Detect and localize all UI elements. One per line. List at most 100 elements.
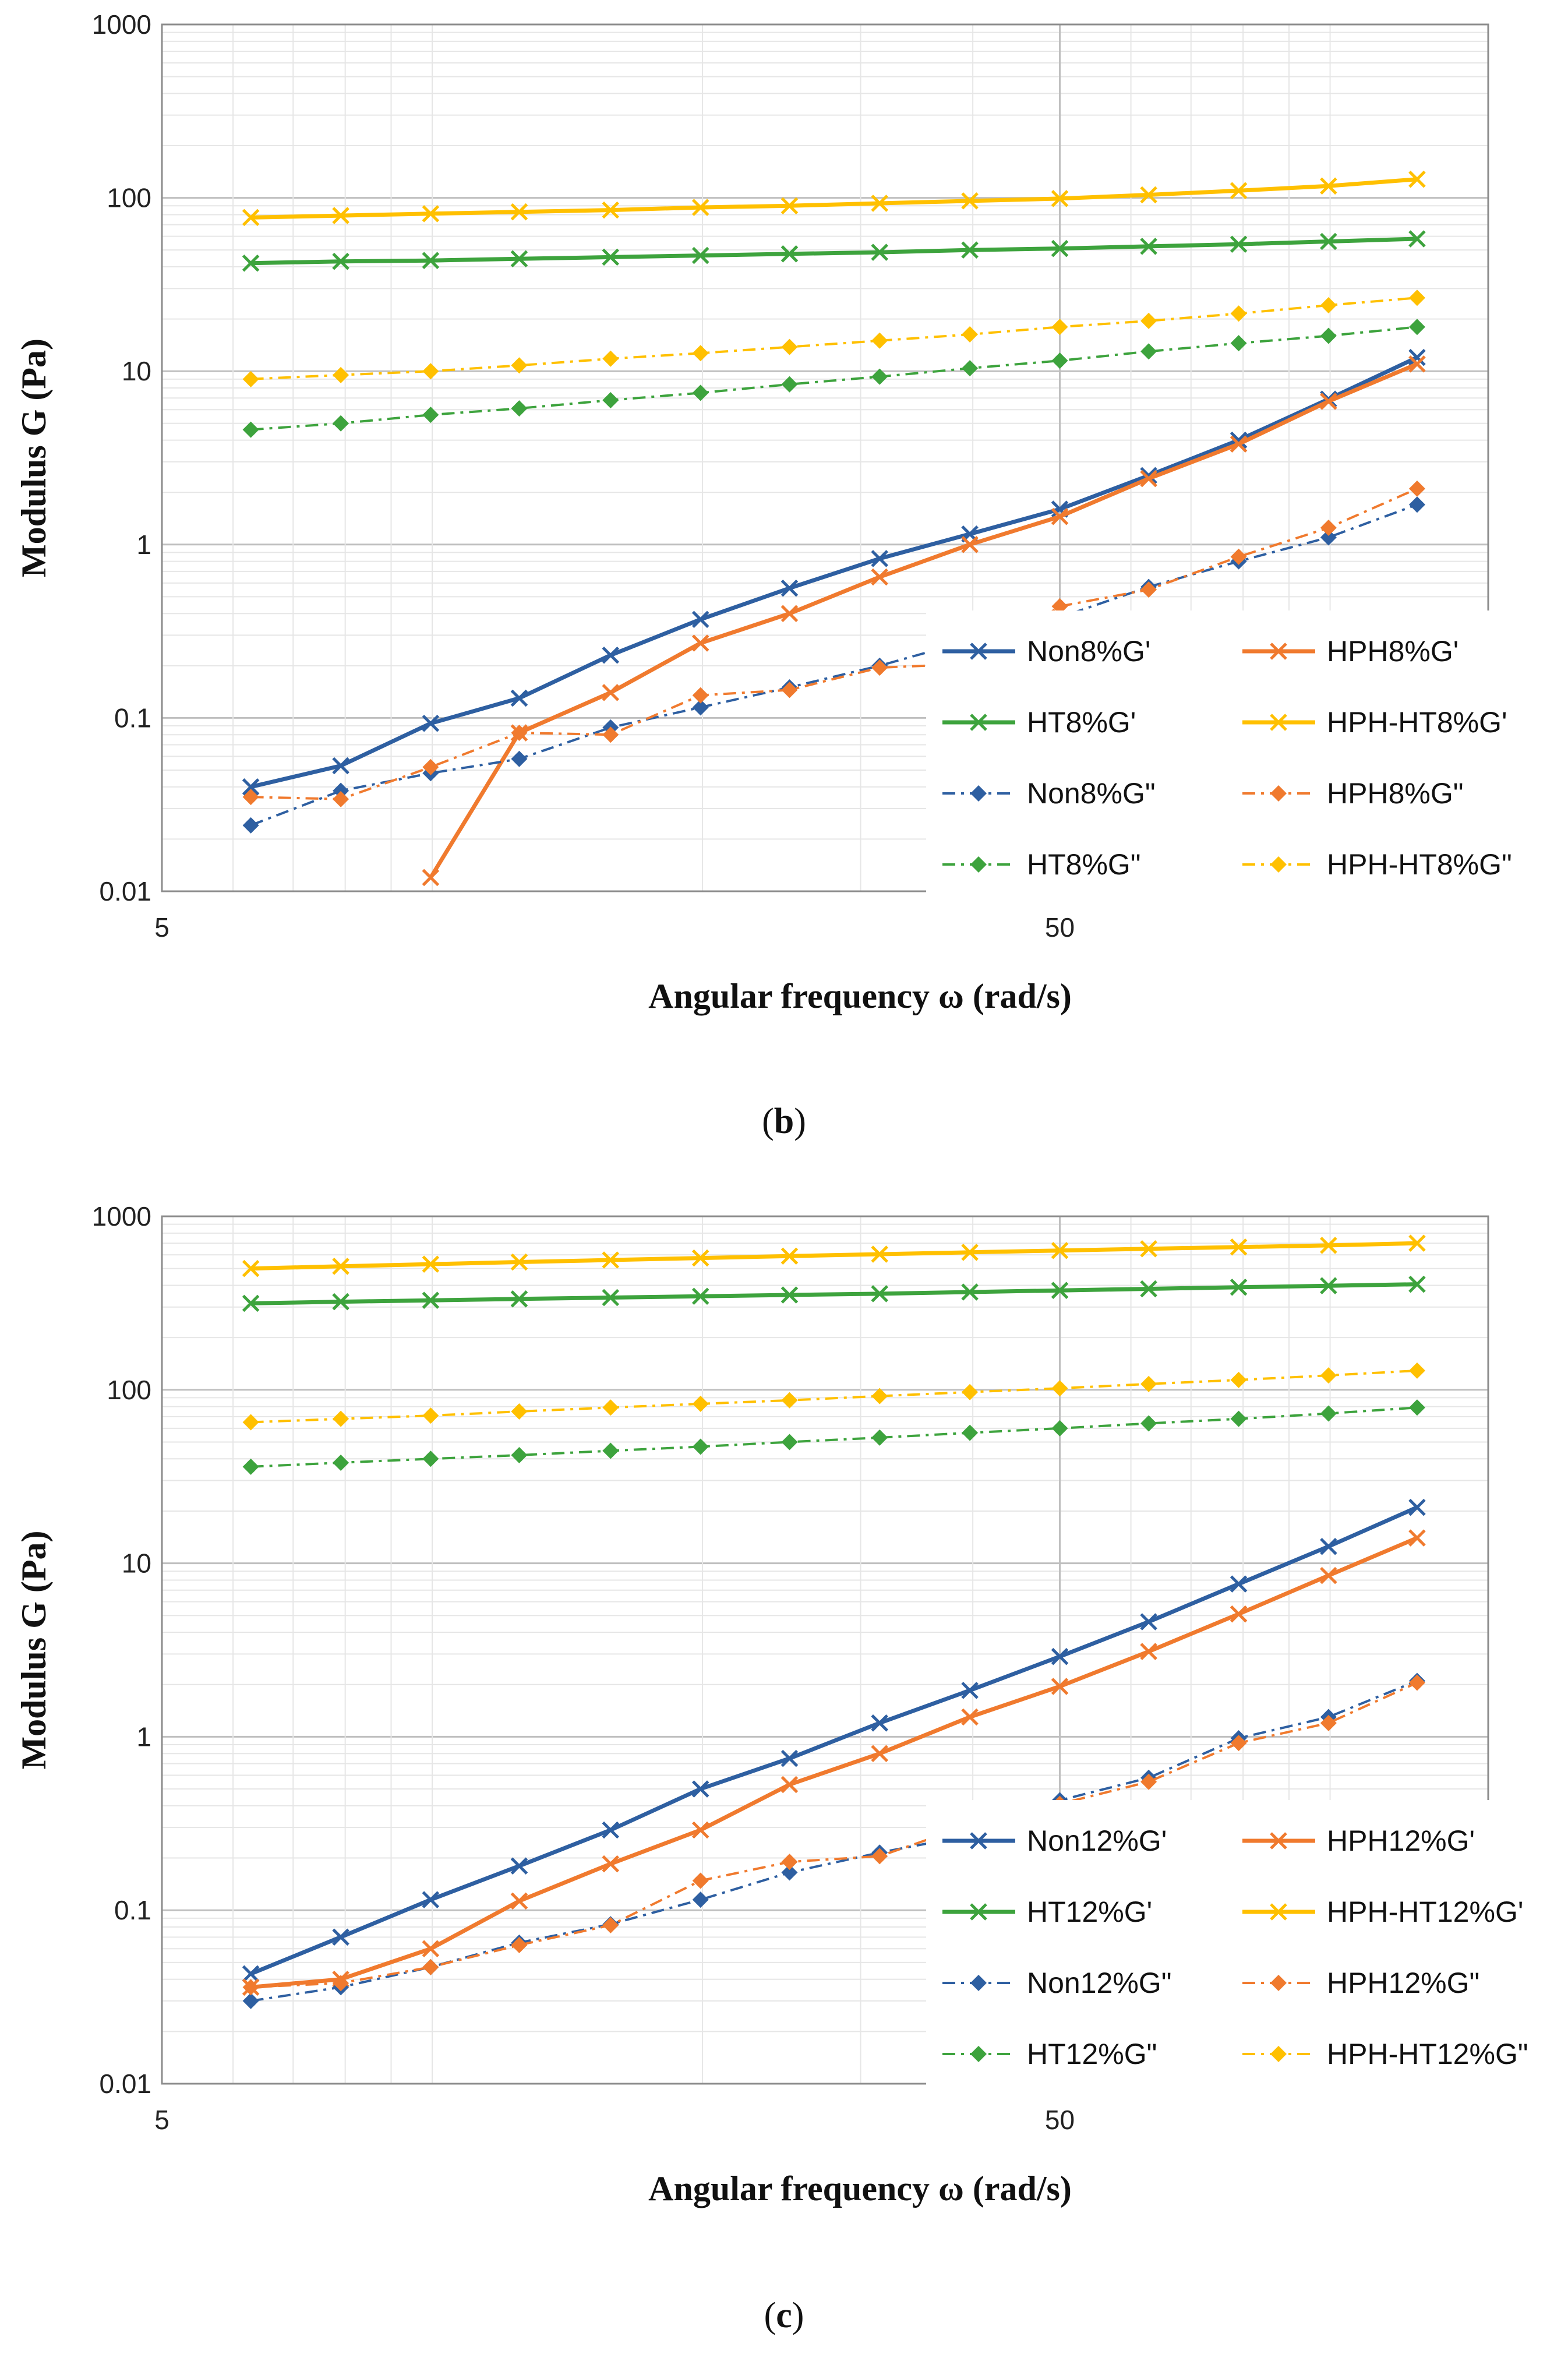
- legend-label: HPH-HT8%G': [1327, 706, 1507, 739]
- data-point-non12pctg-gp: [691, 1780, 709, 1798]
- data-point-hph-ht12pctg-gp: [422, 1255, 440, 1273]
- series-line-hph8pctg-gpp: [250, 488, 1418, 800]
- data-point-hph8pctg-gp: [781, 605, 799, 622]
- data-point-ht12pctg-gpp: [1320, 1405, 1337, 1422]
- legend-label: HT12%G": [1027, 2038, 1157, 2070]
- data-point-non12pctg-gp: [1320, 1537, 1337, 1555]
- data-point-ht12pctg-gp: [242, 1294, 260, 1312]
- y-tick-label: 100: [107, 183, 151, 213]
- data-point-non12pctg-gp: [1140, 1613, 1157, 1630]
- data-point-hph8pctg-gp: [602, 684, 620, 701]
- legend-item-ht8pctg-gp: HT8%G': [942, 706, 1136, 739]
- y-tick-label: 1: [136, 1721, 151, 1752]
- data-point-ht12pctg-gpp: [1408, 1399, 1425, 1416]
- legend-item-hph-ht12pctg-gpp: HPH-HT12%G": [1242, 2038, 1528, 2070]
- data-point-non12pctg-gp: [1051, 1647, 1069, 1665]
- axes-b: [161, 23, 1489, 892]
- data-point-hph8pctg-gpp: [871, 659, 888, 676]
- data-point-ht12pctg-gpp: [1051, 1420, 1068, 1437]
- data-point-hph8pctg-gp: [1408, 355, 1426, 373]
- chart-panel-b: 0.01 0.1 1 10 100 1000 5 50 Modulus G (Pa) Ang…: [15, 9, 1555, 1141]
- data-point-hph8pctg-gpp: [511, 725, 528, 742]
- data-point-hph-ht8pctg-gpp: [781, 338, 798, 355]
- data-point-ht12pctg-gp: [422, 1291, 440, 1309]
- series-line-ht12pctg-gp: [250, 1282, 1417, 1305]
- series-line-non8pctg-gp: [250, 355, 1418, 789]
- data-point-hph12pctg-gpp: [781, 1854, 798, 1871]
- data-point-hph12pctg-gpp: [242, 1979, 259, 1996]
- legend-item-non8pctg-gpp: Non8%G": [942, 777, 1156, 810]
- data-point-non12pctg-gp: [1230, 1575, 1248, 1593]
- data-point-hph-ht12pctg-gp: [1408, 1234, 1426, 1252]
- data-point-non12pctg-gpp: [242, 1992, 259, 2009]
- series-line-ht12pctg-gpp: [250, 1406, 1418, 1468]
- data-point-ht12pctg-gpp: [333, 1454, 349, 1471]
- data-point-hph-ht8pctg-gp: [1320, 177, 1337, 195]
- legend-marker: [970, 1903, 987, 1921]
- legend-marker: [1270, 714, 1287, 731]
- data-point-hph-ht12pctg-gpp: [1140, 1375, 1157, 1392]
- data-point-ht8pctg-gp: [871, 243, 888, 261]
- legend-label: HT12%G': [1027, 1896, 1152, 1928]
- data-point-hph-ht12pctg-gp: [510, 1253, 528, 1271]
- legend-label: HPH8%G': [1327, 635, 1458, 668]
- data-point-hph-ht8pctg-gpp: [1140, 312, 1157, 329]
- legend-label: HPH8%G": [1327, 777, 1463, 810]
- data-point-ht8pctg-gpp: [692, 384, 709, 401]
- data-point-ht8pctg-gpp: [962, 360, 979, 377]
- data-point-hph12pctg-gpp: [1140, 1773, 1157, 1790]
- data-point-hph-ht12pctg-gp: [781, 1247, 799, 1265]
- data-point-hph-ht8pctg-gp: [871, 195, 888, 212]
- data-point-ht8pctg-gp: [422, 252, 440, 269]
- panel-label-b: (b): [762, 1102, 806, 1141]
- series-c: [242, 1234, 1426, 2009]
- data-point-hph12pctg-gp: [1408, 1529, 1426, 1547]
- legend-marker: [970, 1975, 987, 1991]
- legend-item-ht12pctg-gpp: HT12%G": [942, 2038, 1157, 2070]
- legend-item-hph-ht12pctg-gp: HPH-HT12%G': [1242, 1896, 1523, 1928]
- data-point-ht12pctg-gp: [602, 1289, 620, 1307]
- legend-label: HPH-HT8%G": [1327, 848, 1512, 881]
- data-point-non12pctg-gp: [422, 1891, 440, 1908]
- data-point-non8pctg-gp: [781, 579, 799, 597]
- data-point-hph8pctg-gpp: [602, 726, 619, 743]
- legend-b: Non8%G' HPH8%G' HT8%G' HPH-HT8%G' Non8%G" HPH…: [926, 610, 1555, 913]
- data-point-hph-ht12pctg-gpp: [511, 1403, 528, 1420]
- data-point-hph8pctg-gp: [1230, 435, 1248, 453]
- legend-marker: [970, 643, 987, 660]
- data-point-hph12pctg-gp: [602, 1855, 620, 1873]
- data-point-ht12pctg-gpp: [602, 1442, 619, 1459]
- data-point-ht8pctg-gp: [602, 248, 620, 266]
- data-point-hph-ht8pctg-gp: [510, 203, 528, 221]
- legend-item-hph12pctg-gp: HPH12%G': [1242, 1824, 1475, 1857]
- data-point-ht12pctg-gpp: [781, 1434, 798, 1450]
- panel-label-c: (c): [764, 2296, 804, 2335]
- data-point-ht12pctg-gpp: [1230, 1410, 1247, 1427]
- legend-marker: [1270, 2046, 1287, 2062]
- series-line-hph-ht12pctg-gpp: [250, 1369, 1418, 1424]
- data-point-ht8pctg-gpp: [871, 368, 888, 385]
- data-point-hph8pctg-gpp: [1230, 548, 1247, 565]
- legend-marker: [970, 856, 987, 873]
- data-point-hph-ht8pctg-gp: [1140, 186, 1157, 204]
- legend-label: Non12%G": [1027, 1967, 1171, 1999]
- data-point-hph12pctg-gpp: [692, 1872, 709, 1889]
- data-point-hph-ht8pctg-gpp: [511, 357, 528, 374]
- data-point-non8pctg-gpp: [511, 750, 528, 767]
- data-point-hph-ht12pctg-gpp: [1051, 1380, 1068, 1397]
- legend-marker: [1270, 1975, 1287, 1991]
- legend-marker: [1270, 1832, 1287, 1850]
- data-point-hph8pctg-gp: [691, 634, 709, 652]
- data-point-ht12pctg-gp: [871, 1285, 888, 1303]
- data-point-non8pctg-gp: [602, 646, 620, 664]
- series-line-hph12pctg-gpp: [250, 1681, 1418, 1989]
- data-point-hph12pctg-gp: [961, 1708, 979, 1726]
- data-point-non8pctg-gpp: [1320, 529, 1337, 546]
- data-point-ht12pctg-gpp: [871, 1429, 888, 1446]
- legend-item-hph8pctg-gpp: HPH8%G": [1242, 777, 1463, 810]
- data-point-hph-ht12pctg-gp: [691, 1249, 709, 1267]
- data-point-ht8pctg-gpp: [1140, 343, 1157, 360]
- data-point-ht8pctg-gpp: [511, 400, 528, 417]
- legend-item-hph-ht8pctg-gpp: HPH-HT8%G": [1242, 848, 1512, 881]
